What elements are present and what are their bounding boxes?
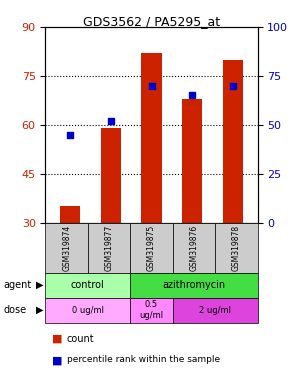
Text: GSM319875: GSM319875 xyxy=(147,225,156,271)
Text: dose: dose xyxy=(3,305,26,315)
Text: azithromycin: azithromycin xyxy=(162,280,225,290)
Text: control: control xyxy=(71,280,105,290)
Point xyxy=(231,83,235,89)
Text: GSM319877: GSM319877 xyxy=(105,225,114,271)
Bar xyxy=(182,99,202,223)
Text: GSM319874: GSM319874 xyxy=(62,225,71,271)
Text: GSM319876: GSM319876 xyxy=(189,225,198,271)
Bar xyxy=(141,53,162,223)
Text: ■: ■ xyxy=(52,355,62,365)
Bar xyxy=(223,60,243,223)
Text: count: count xyxy=(67,334,94,344)
Text: ▶: ▶ xyxy=(36,280,43,290)
Text: ■: ■ xyxy=(52,334,62,344)
Text: agent: agent xyxy=(3,280,31,290)
Text: 0.5
ug/ml: 0.5 ug/ml xyxy=(139,300,164,320)
Point xyxy=(68,131,72,138)
Text: 2 ug/ml: 2 ug/ml xyxy=(199,306,231,314)
Text: GDS3562 / PA5295_at: GDS3562 / PA5295_at xyxy=(83,15,220,28)
Bar xyxy=(60,207,80,223)
Point xyxy=(190,92,195,98)
Text: percentile rank within the sample: percentile rank within the sample xyxy=(67,355,220,364)
Text: 0 ug/ml: 0 ug/ml xyxy=(72,306,104,314)
Bar xyxy=(101,128,121,223)
Text: ▶: ▶ xyxy=(36,305,43,315)
Point xyxy=(108,118,113,124)
Text: GSM319878: GSM319878 xyxy=(232,225,241,271)
Point xyxy=(149,83,154,89)
